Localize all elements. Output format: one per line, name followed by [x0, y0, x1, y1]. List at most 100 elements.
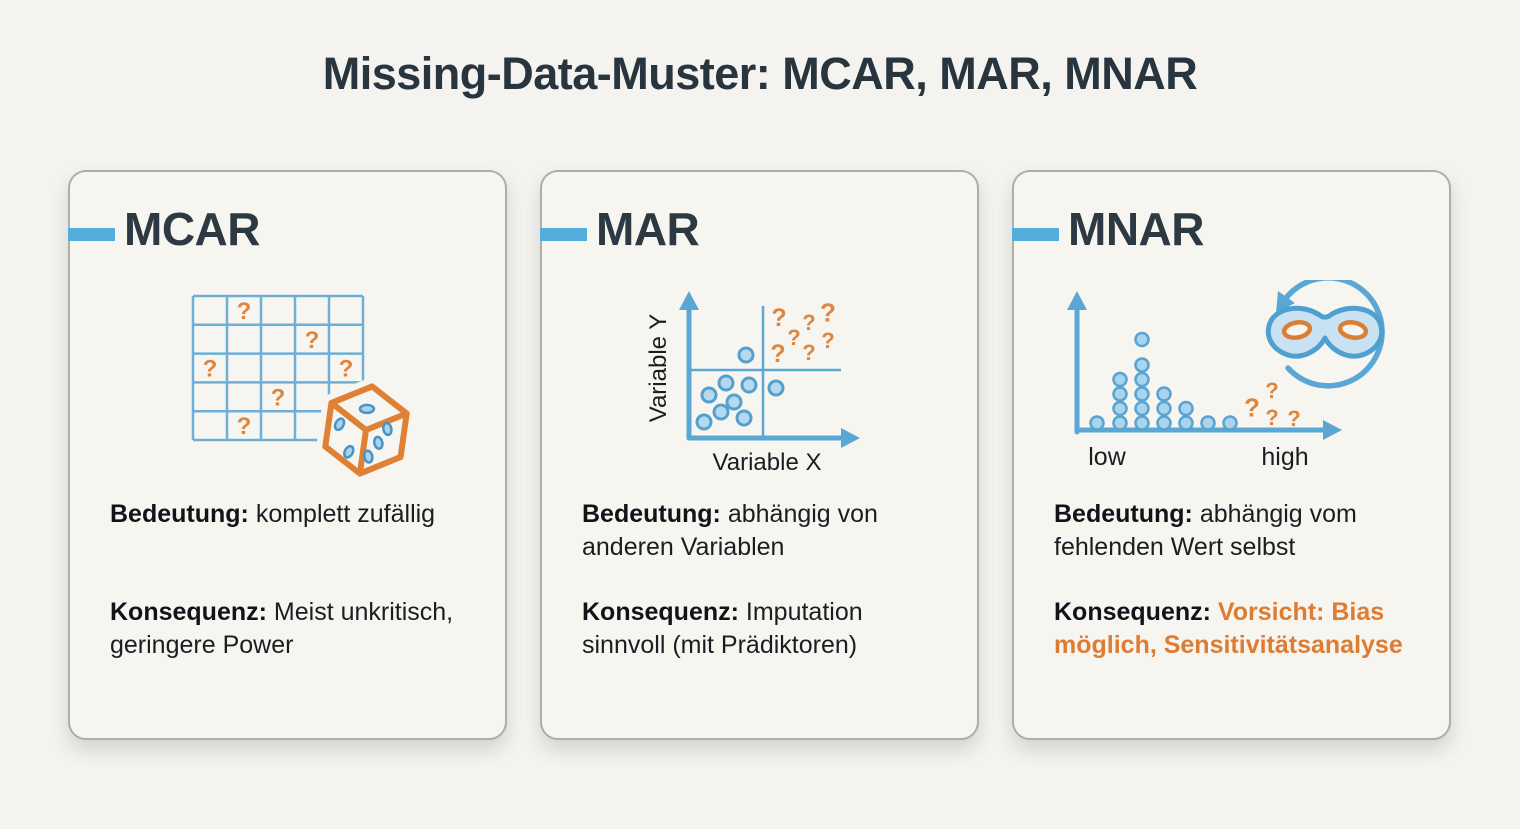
page-title: Missing-Data-Muster: MCAR, MAR, MNAR: [322, 48, 1198, 99]
question-mark: ?: [236, 298, 251, 325]
scatter-dot: [695, 413, 712, 431]
scatterplot-graphic: ??????? Variable Y Variable X: [645, 291, 860, 476]
question-mark: ?: [821, 328, 834, 353]
question-mark: ?: [787, 325, 800, 350]
dice-icon: [315, 377, 416, 482]
question-mark: ?: [770, 340, 785, 368]
accent-bar: [1012, 228, 1059, 241]
scatter-dot: [717, 374, 734, 392]
question-mark: ?: [820, 297, 836, 327]
histogram-dot: [1111, 400, 1128, 417]
x-axis-label: Variable X: [712, 449, 821, 476]
question-mark: ?: [1287, 406, 1300, 431]
bedeutung-label: Bedeutung:: [582, 500, 721, 528]
konsequenz-label: Konsequenz:: [110, 598, 267, 626]
card-mar: MAR ??????? Variable Y Variable: [540, 170, 979, 740]
question-mark: ?: [1244, 392, 1260, 422]
question-mark: ?: [771, 304, 786, 332]
question-mark: ?: [236, 413, 251, 440]
scatter-dot: [725, 393, 742, 411]
histogram-dot: [1155, 415, 1172, 431]
histogram-dot: [1133, 415, 1150, 431]
high-label: high: [1261, 443, 1308, 471]
mask-eye: [1337, 320, 1368, 340]
histogram-dot: [1111, 415, 1128, 431]
histogram-dot: [1111, 386, 1128, 402]
bedeutung-line: Bedeutung: komplett zufällig: [110, 498, 469, 531]
dot-histogram-graphic: ???? low high: [1066, 280, 1385, 471]
konsequenz-warning-text: Vorsicht: Bias möglich, Sensitivitätsana…: [1054, 598, 1403, 659]
x-axis-arrow-icon: [840, 428, 860, 448]
scatter-dot: [740, 376, 757, 394]
histogram-dots: [1088, 331, 1238, 431]
bedeutung-label: Bedeutung:: [110, 500, 249, 528]
card-mcar: MCAR ??????: [68, 170, 507, 740]
scatter-dot: [700, 386, 717, 404]
dice-pip: [372, 435, 384, 451]
card-heading-mar: MAR: [596, 203, 700, 255]
question-mark: ?: [1265, 405, 1278, 430]
question-mark: ?: [202, 356, 217, 383]
histogram-dot: [1133, 331, 1150, 348]
scatter-dot: [712, 403, 729, 421]
accent-bar: [68, 228, 115, 241]
bedeutung-line: Bedeutung: abhängig vom fehlenden Wert s…: [1054, 498, 1413, 564]
dice-pip: [358, 403, 375, 415]
dice-pip: [342, 444, 355, 459]
dice-pip: [333, 417, 345, 432]
bedeutung-text: abhängig von anderen Variablen: [582, 500, 878, 561]
grid-lines: [191, 294, 364, 442]
histogram-dot: [1177, 400, 1194, 417]
missing-question-marks: ???????: [770, 297, 836, 368]
bedeutung-text: abhängig vom fehlenden Wert selbst: [1054, 500, 1357, 561]
card-heading-mnar: MNAR: [1068, 203, 1204, 255]
konsequenz-line: Konsequenz: Vorsicht: Bias möglich, Sens…: [1054, 596, 1413, 662]
y-axis-label: Variable Y: [645, 314, 672, 423]
histogram-dot: [1221, 415, 1238, 431]
scatter-dot: [737, 346, 754, 364]
konsequenz-label: Konsequenz:: [1054, 598, 1211, 626]
cards-row: MCAR ??????: [68, 170, 1451, 740]
histogram-dot: [1088, 415, 1105, 431]
bedeutung-line: Bedeutung: abhängig von anderen Variable…: [582, 498, 941, 564]
histogram-dot: [1155, 386, 1172, 402]
scatter-dots: [695, 346, 784, 431]
konsequenz-text: Imputation sinnvoll (mit Prädiktoren): [582, 598, 863, 659]
grid-with-dice-graphic: ??????: [191, 294, 416, 482]
histogram-dot: [1133, 357, 1150, 373]
question-mark: ?: [270, 384, 285, 411]
question-mark: ?: [802, 310, 815, 335]
mar-illustration: ??????? Variable Y Variable X: [542, 280, 977, 482]
y-axis-arrow-icon: [678, 291, 699, 310]
scatter-dot: [767, 379, 784, 397]
y-axis-arrow-icon: [1066, 291, 1087, 310]
mcar-illustration: ??????: [70, 280, 505, 482]
question-mark: ?: [338, 356, 353, 383]
dice-pip: [362, 449, 374, 464]
card-heading-mcar: MCAR: [124, 203, 260, 255]
missing-question-marks: ????: [1244, 378, 1301, 431]
konsequenz-line: Konsequenz: Imputation sinnvoll (mit Prä…: [582, 596, 941, 662]
card-mnar: MNAR: [1012, 170, 1451, 740]
konsequenz-text: Meist unkritisch, geringere Power: [110, 598, 454, 659]
question-mark: ?: [304, 327, 319, 354]
konsequenz-line: Konsequenz: Meist unkritisch, geringere …: [110, 596, 469, 662]
mask-icon: [1265, 305, 1384, 359]
bedeutung-label: Bedeutung:: [1054, 500, 1193, 528]
bedeutung-text: komplett zufällig: [255, 500, 436, 528]
konsequenz-label: Konsequenz:: [582, 598, 739, 626]
histogram-dot: [1177, 415, 1194, 431]
x-axis-arrow-icon: [1322, 420, 1342, 440]
accent-bar: [540, 228, 587, 241]
low-label: low: [1088, 443, 1126, 471]
histogram-dot: [1133, 371, 1150, 388]
histogram-dot: [1199, 415, 1216, 431]
mask-eye: [1281, 320, 1312, 340]
histogram-dot: [1133, 400, 1150, 417]
scatter-dot: [735, 409, 752, 427]
question-mark: ?: [802, 340, 815, 365]
dice-pip: [381, 421, 393, 437]
histogram-dot: [1111, 371, 1128, 388]
histogram-dot: [1133, 386, 1150, 402]
